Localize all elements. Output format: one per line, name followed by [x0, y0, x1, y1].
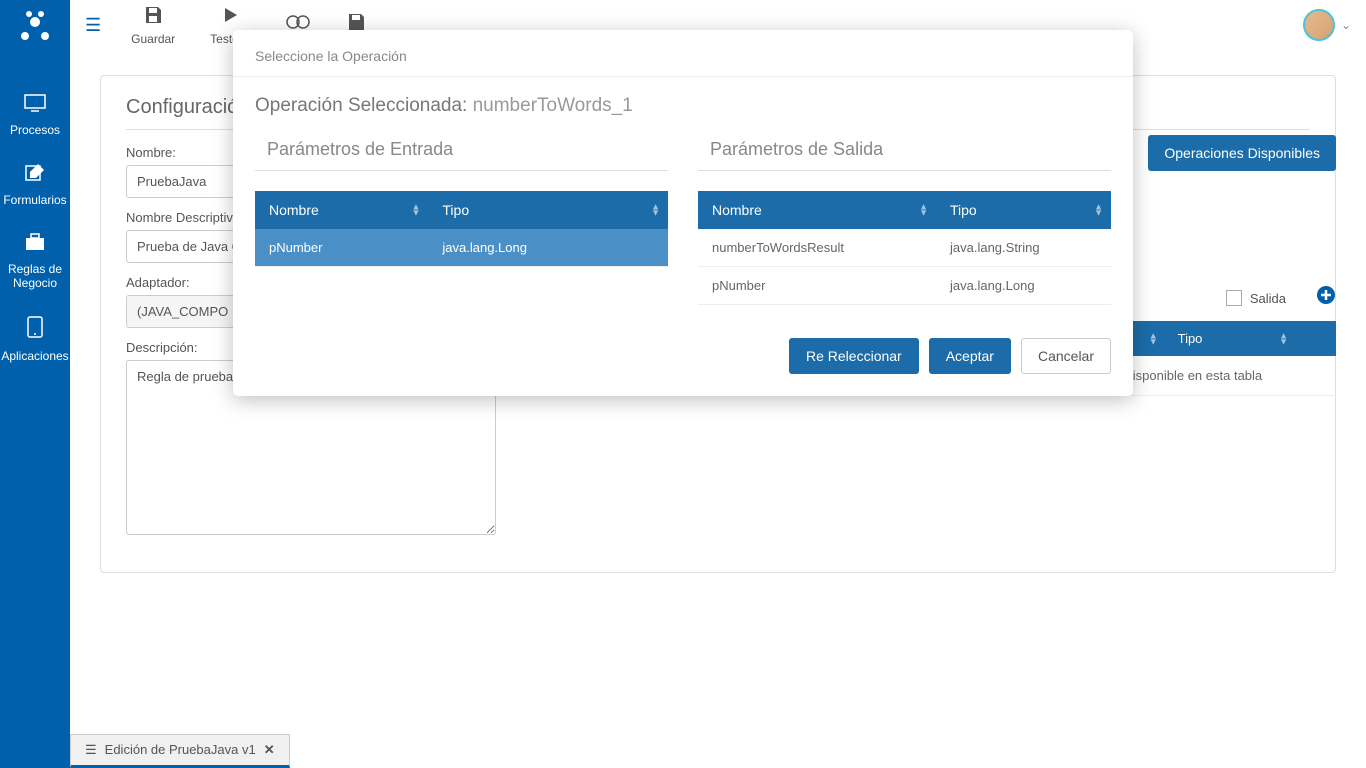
- input-params-table: Nombre▲▼ Tipo▲▼ pNumberjava.lang.Long: [255, 191, 668, 267]
- modal-overlay: Seleccione la Operación Operación Selecc…: [0, 0, 1366, 768]
- input-params-column: Parámetros de Entrada Nombre▲▼ Tipo▲▼ pN…: [255, 139, 668, 305]
- col-header-nombre[interactable]: Nombre▲▼: [698, 191, 936, 229]
- accept-button[interactable]: Aceptar: [929, 338, 1011, 374]
- cancel-button[interactable]: Cancelar: [1021, 338, 1111, 374]
- operation-modal: Seleccione la Operación Operación Selecc…: [233, 30, 1133, 396]
- cell-tipo: java.lang.Long: [936, 267, 1111, 305]
- modal-header: Seleccione la Operación: [233, 30, 1133, 77]
- cell-nombre: pNumber: [255, 229, 428, 267]
- col-header-tipo[interactable]: Tipo▲▼: [428, 191, 668, 229]
- input-params-title: Parámetros de Entrada: [255, 139, 668, 171]
- modal-footer: Re Releccionar Aceptar Cancelar: [233, 323, 1133, 396]
- col-header-tipo[interactable]: Tipo▲▼: [936, 191, 1111, 229]
- operation-title: Operación Seleccionada: numberToWords_1: [255, 95, 1111, 117]
- table-row[interactable]: pNumberjava.lang.Long: [255, 229, 668, 267]
- col-header-nombre[interactable]: Nombre▲▼: [255, 191, 428, 229]
- reselect-button[interactable]: Re Releccionar: [789, 338, 919, 374]
- cell-tipo: java.lang.String: [936, 229, 1111, 267]
- cell-nombre: numberToWordsResult: [698, 229, 936, 267]
- cell-nombre: pNumber: [698, 267, 936, 305]
- table-row[interactable]: pNumberjava.lang.Long: [698, 267, 1111, 305]
- cell-tipo: java.lang.Long: [428, 229, 668, 267]
- output-params-table: Nombre▲▼ Tipo▲▼ numberToWordsResultjava.…: [698, 191, 1111, 305]
- table-row[interactable]: numberToWordsResultjava.lang.String: [698, 229, 1111, 267]
- output-params-column: Parámetros de Salida Nombre▲▼ Tipo▲▼ num…: [698, 139, 1111, 305]
- output-params-title: Parámetros de Salida: [698, 139, 1111, 171]
